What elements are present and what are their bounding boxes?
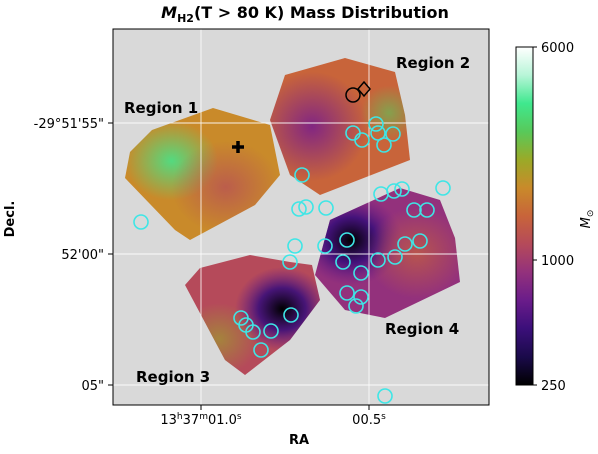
x-axis-label: RA: [289, 433, 309, 448]
source-circle: [298, 199, 314, 215]
black-markers: [232, 80, 371, 153]
title-rest: (T > 80 K) Mass Distribution: [194, 3, 449, 22]
source-circle: [287, 238, 303, 254]
source-circle: [412, 233, 428, 249]
colorbar: 6000 1000 250 M⊙: [515, 41, 596, 394]
source-circle: [353, 265, 369, 281]
source-circle: [282, 254, 298, 270]
colorbar-tick-1000: 1000: [541, 254, 574, 269]
source-circle: [406, 202, 422, 218]
source-circle: [386, 183, 402, 199]
region-4-patch: [315, 188, 460, 318]
source-circle: [339, 232, 355, 248]
source-circle: [245, 324, 261, 340]
source-circle: [317, 238, 333, 254]
title-sub: H2: [177, 12, 194, 25]
source-circle: [291, 201, 307, 217]
axis-ticks: [108, 122, 370, 410]
source-circle: [370, 252, 386, 268]
region-2-label: Region 2: [396, 54, 470, 72]
y-tick-label-1: -29°51'55": [34, 117, 104, 132]
x-tick-label-2: 00.5s: [352, 412, 386, 428]
source-circle: [394, 181, 410, 197]
source-circle: [387, 249, 403, 265]
colorbar-frame: [515, 46, 534, 386]
chart-title: MH2(T > 80 K) Mass Distribution: [161, 3, 449, 25]
region-2-patch: [270, 58, 410, 195]
black-cross-marker: [232, 141, 244, 153]
colorbar-tick-250: 250: [541, 379, 566, 394]
black-circle-marker: [345, 87, 361, 103]
plot-area: Region 1 Region 2 Region 3 Region 4: [112, 28, 490, 406]
source-circle: [294, 167, 310, 183]
colorbar-tick-6000: 6000: [541, 41, 574, 56]
source-circle: [354, 132, 370, 148]
region-3-patch: [185, 255, 320, 375]
y-axis-label: Decl.: [3, 201, 18, 238]
source-circle: [385, 126, 401, 142]
grid: [113, 29, 489, 405]
source-circle: [263, 323, 279, 339]
source-circle: [133, 214, 149, 230]
region-1-label: Region 1: [124, 99, 198, 117]
plot-frame: [112, 28, 490, 406]
source-circle: [370, 125, 386, 141]
title-main: M: [161, 3, 177, 22]
source-circle: [253, 342, 269, 358]
y-tick-label-3: 05": [81, 379, 104, 394]
source-circle: [353, 289, 369, 305]
source-circle: [348, 298, 364, 314]
black-diamond-marker: [357, 80, 371, 98]
source-circle: [435, 180, 451, 196]
region-4-label: Region 4: [385, 320, 459, 338]
colorbar-label-sub: ⊙: [586, 210, 596, 218]
source-circle: [318, 200, 334, 216]
region-3-label: Region 3: [136, 368, 210, 386]
colorbar-label: M⊙: [579, 210, 596, 229]
x-tick-label-1: 13h37m01.0s: [160, 412, 242, 428]
source-circle: [376, 137, 392, 153]
source-circle: [377, 388, 393, 404]
source-circle: [419, 202, 435, 218]
colorbar-gradient: [516, 47, 533, 385]
colorbar-label-main: M: [579, 217, 594, 228]
source-circle: [397, 236, 413, 252]
source-circle: [368, 116, 384, 132]
source-circles: [133, 116, 451, 404]
region-1-patch: [125, 108, 280, 240]
source-circle: [335, 254, 351, 270]
y-tick-label-2: 52'00": [61, 248, 104, 263]
source-circle: [283, 307, 299, 323]
source-circle: [339, 285, 355, 301]
